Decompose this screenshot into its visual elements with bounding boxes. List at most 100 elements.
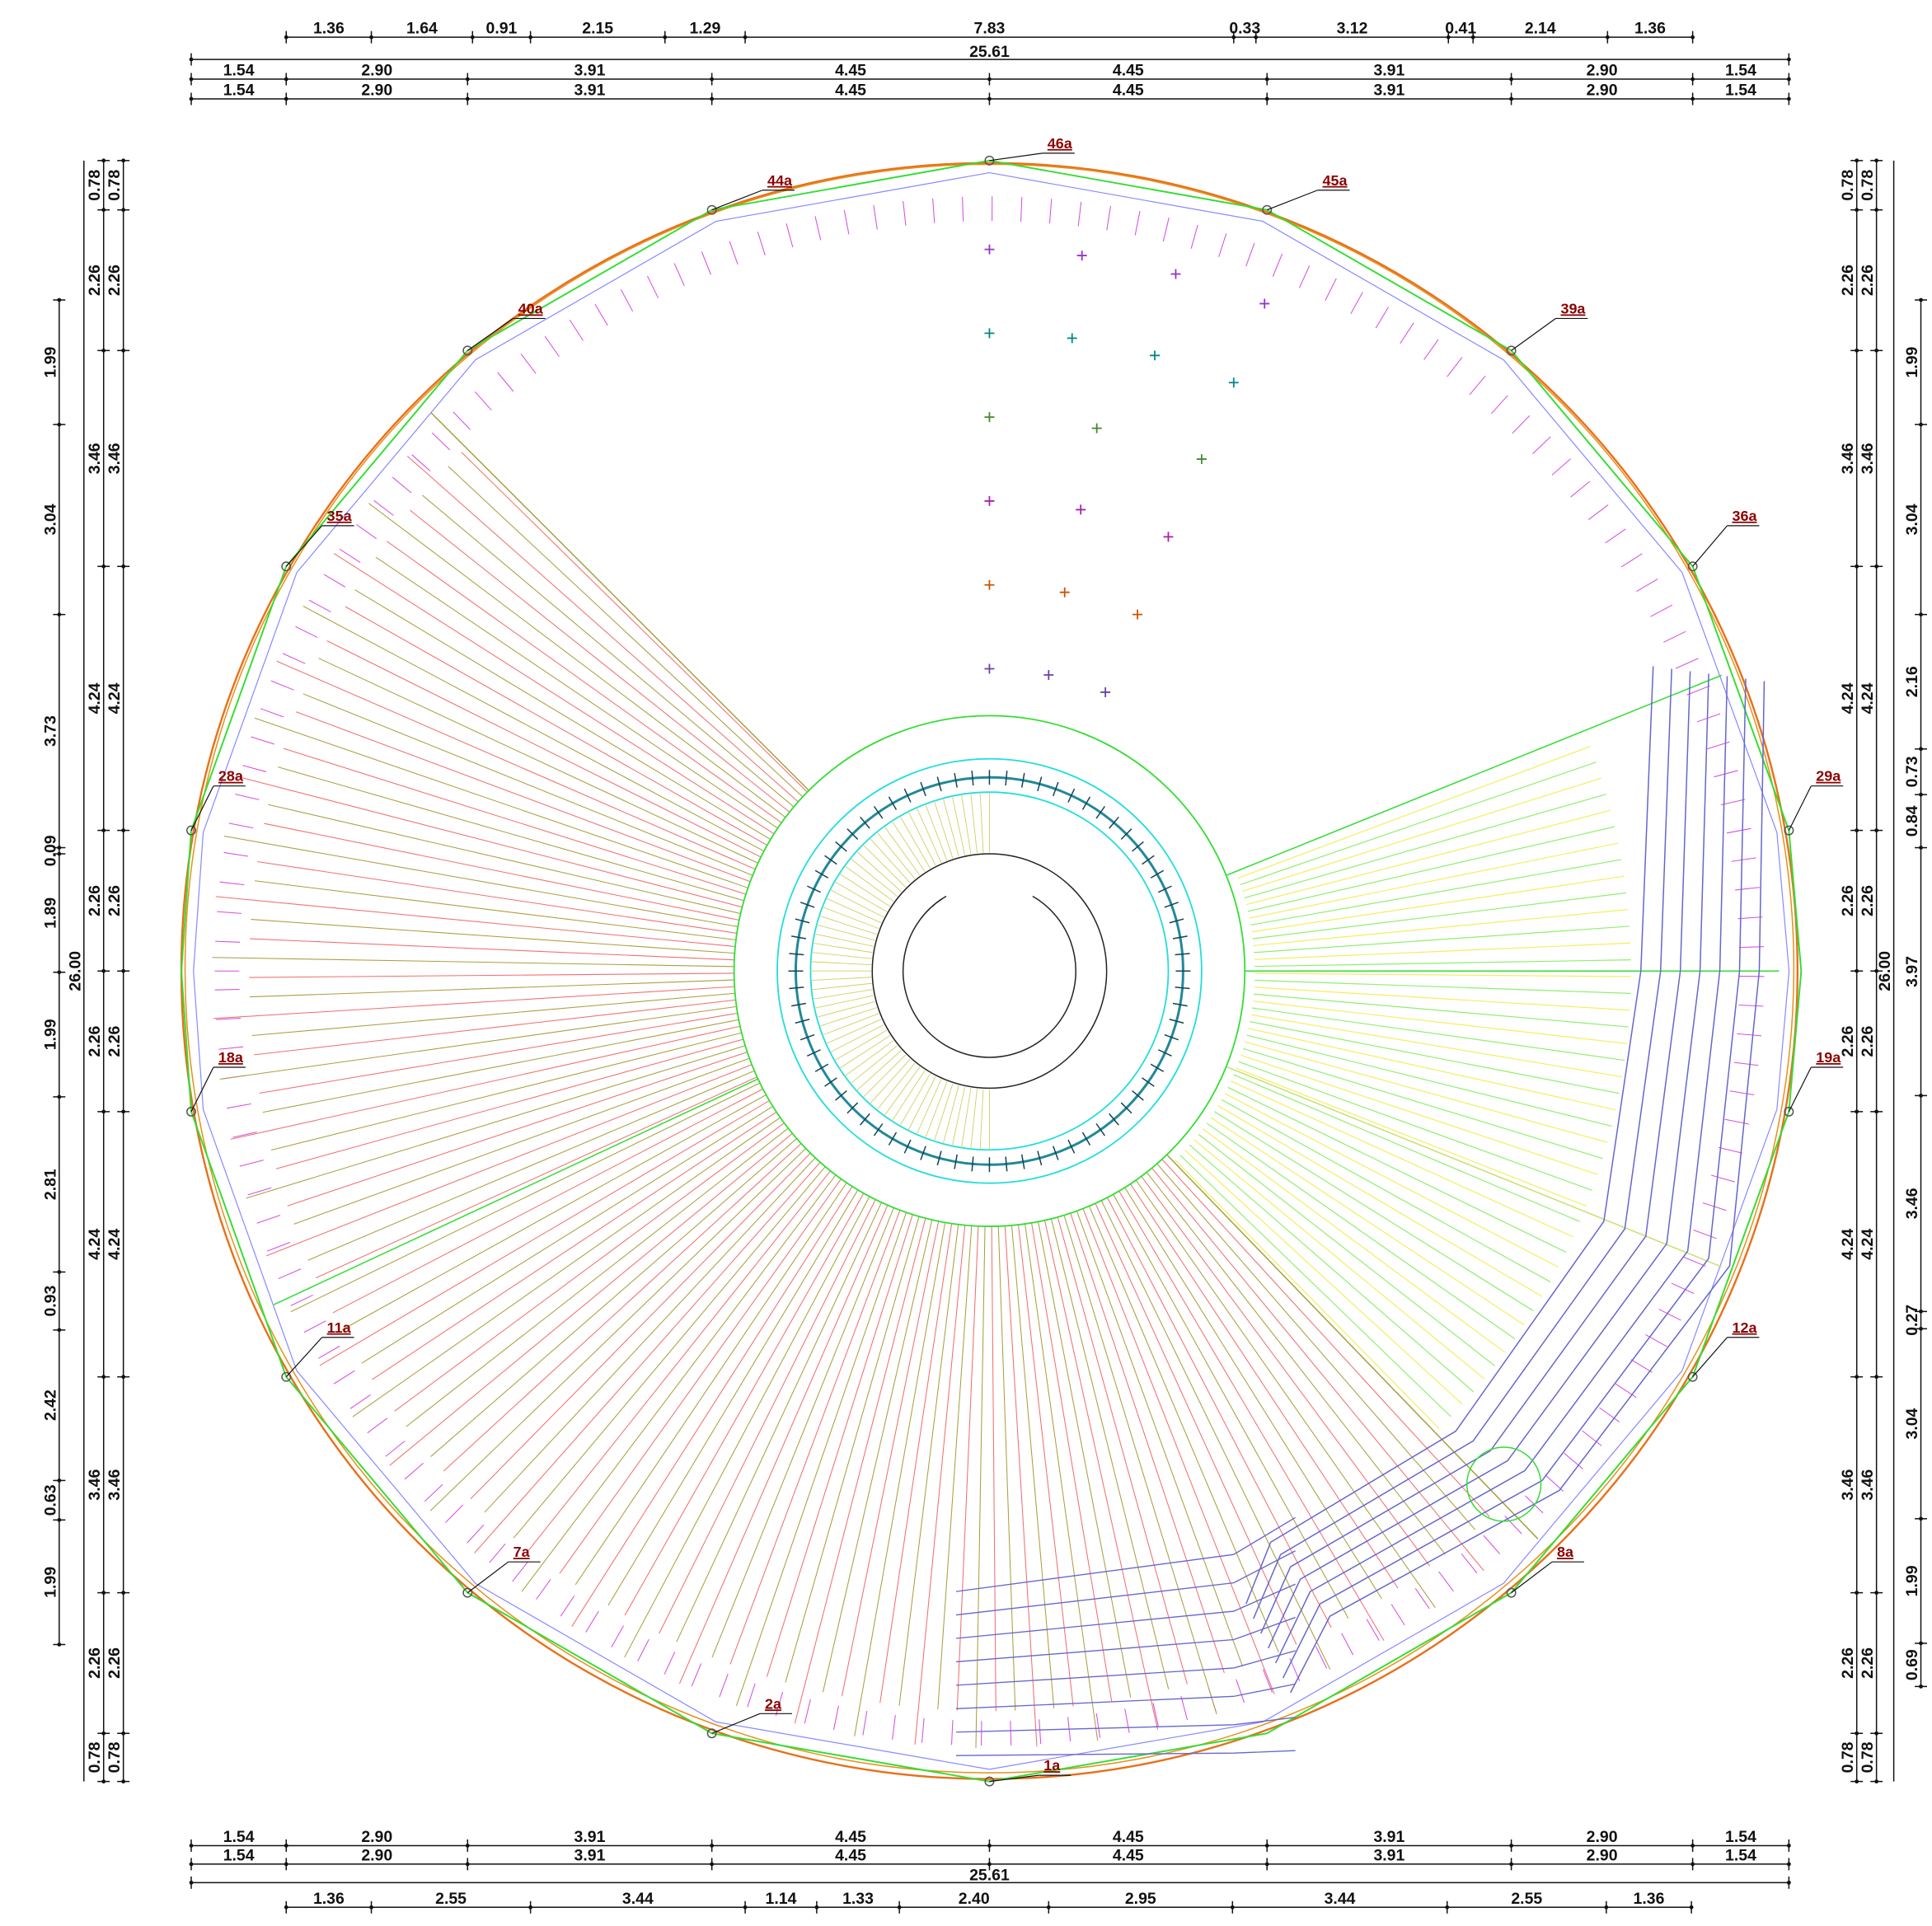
inner-ray xyxy=(839,873,891,907)
teal-tick xyxy=(971,771,974,786)
cyan-ring xyxy=(776,757,1203,1184)
hatch xyxy=(1532,436,1551,455)
dim-dot xyxy=(1445,1905,1450,1910)
dim-dot xyxy=(897,1905,902,1910)
dim-label: 2.40 xyxy=(959,1890,990,1908)
hatch xyxy=(251,736,275,745)
dim-dot xyxy=(189,57,194,62)
dim-label: 1.36 xyxy=(1634,20,1666,38)
hatch xyxy=(1350,292,1363,314)
dim-dot xyxy=(121,1779,126,1784)
ray xyxy=(1019,1153,1113,1702)
dim-dot xyxy=(1919,747,1923,752)
ray xyxy=(1247,826,1615,912)
dim-dot xyxy=(1605,35,1610,40)
hatch xyxy=(1599,1407,1620,1422)
dim-label: 3.91 xyxy=(574,1828,606,1846)
teal-tick xyxy=(903,788,912,803)
teal-tick xyxy=(791,1002,806,1007)
hatch xyxy=(1325,278,1337,301)
dim-label: 0.91 xyxy=(486,20,518,38)
leader xyxy=(190,785,214,831)
dim-label: 2.90 xyxy=(1587,1828,1618,1846)
point-node xyxy=(1784,1106,1794,1117)
dim-dot xyxy=(1230,1905,1235,1910)
dim-dot xyxy=(1046,1905,1051,1910)
dim-dot xyxy=(1919,298,1923,302)
ray xyxy=(937,1155,978,1710)
teal-tick xyxy=(1142,1077,1155,1087)
dim-dot xyxy=(1470,35,1475,40)
hatch xyxy=(235,794,260,800)
ray xyxy=(659,1136,907,1634)
dim-label: 3.46 xyxy=(1859,1469,1877,1501)
dim-dot xyxy=(1690,35,1695,40)
dim-dot xyxy=(1264,96,1269,101)
dim-dot xyxy=(1786,57,1791,62)
point-label: 1a xyxy=(1043,1757,1061,1774)
hatch xyxy=(544,335,560,358)
teal-tick xyxy=(873,805,884,819)
dim-dot xyxy=(1855,158,1859,163)
ray xyxy=(1095,1122,1436,1608)
hatch xyxy=(1636,579,1658,593)
teal-tick xyxy=(1053,781,1059,797)
dim-dot xyxy=(743,35,748,40)
ray xyxy=(1070,1136,1331,1671)
hatch xyxy=(1020,197,1023,222)
ray xyxy=(1236,1067,1587,1207)
dim-dot xyxy=(814,1905,819,1910)
hatch xyxy=(1124,1708,1130,1733)
hatch xyxy=(560,1595,575,1617)
point-label: 46a xyxy=(1048,135,1073,152)
dim-dot xyxy=(284,1844,288,1848)
inner-ray xyxy=(891,1070,926,1122)
teal-tick xyxy=(1150,1063,1165,1072)
ray xyxy=(990,1155,996,1712)
dim-label: 4.24 xyxy=(1839,682,1857,714)
offset-line xyxy=(1245,666,1654,1605)
ray xyxy=(1052,1145,1244,1667)
hatch xyxy=(1731,857,1756,862)
hatch xyxy=(1733,1061,1759,1066)
dim-label: 0.41 xyxy=(1445,20,1476,38)
hatch xyxy=(1512,415,1531,434)
dim-label: 4.45 xyxy=(1113,62,1144,80)
inner-ray xyxy=(862,844,907,888)
teal-tick xyxy=(835,841,847,852)
dim-label: 4.24 xyxy=(86,682,104,714)
dim-label: 3.04 xyxy=(41,504,59,535)
dim-dot xyxy=(1919,792,1923,797)
hatch xyxy=(1735,887,1760,891)
point-label: 7a xyxy=(513,1544,531,1560)
dim-label: 3.46 xyxy=(1859,443,1877,474)
dim-label: 1.36 xyxy=(313,20,345,38)
teal-tick xyxy=(1095,1122,1105,1136)
ray xyxy=(1252,1007,1625,1061)
hatch xyxy=(594,303,608,326)
offset-line xyxy=(955,1683,1296,1709)
ray xyxy=(237,776,811,926)
dim-label: 1.54 xyxy=(223,81,255,99)
teal-tick xyxy=(1169,1019,1184,1024)
hatch xyxy=(1469,375,1486,396)
teal-tick xyxy=(846,1102,859,1114)
point-label: 44a xyxy=(767,172,793,189)
hatch xyxy=(367,1418,388,1434)
teal-tick xyxy=(1142,855,1155,865)
teal-tick xyxy=(1037,1150,1043,1166)
hatch xyxy=(256,1215,281,1224)
inner-ray xyxy=(825,1019,882,1044)
dim-dot xyxy=(1231,35,1236,40)
ray xyxy=(1244,794,1606,899)
ray xyxy=(898,1155,968,1706)
dim-dot xyxy=(1874,564,1879,569)
point-node xyxy=(706,1728,717,1739)
inner-ray xyxy=(810,961,871,966)
dim-dot xyxy=(189,1880,194,1885)
dim-label: 2.81 xyxy=(41,1169,59,1200)
inner-ray xyxy=(822,1013,879,1036)
offset-line xyxy=(955,1516,1296,1592)
ray xyxy=(711,1142,921,1658)
ray xyxy=(1099,1119,1431,1567)
